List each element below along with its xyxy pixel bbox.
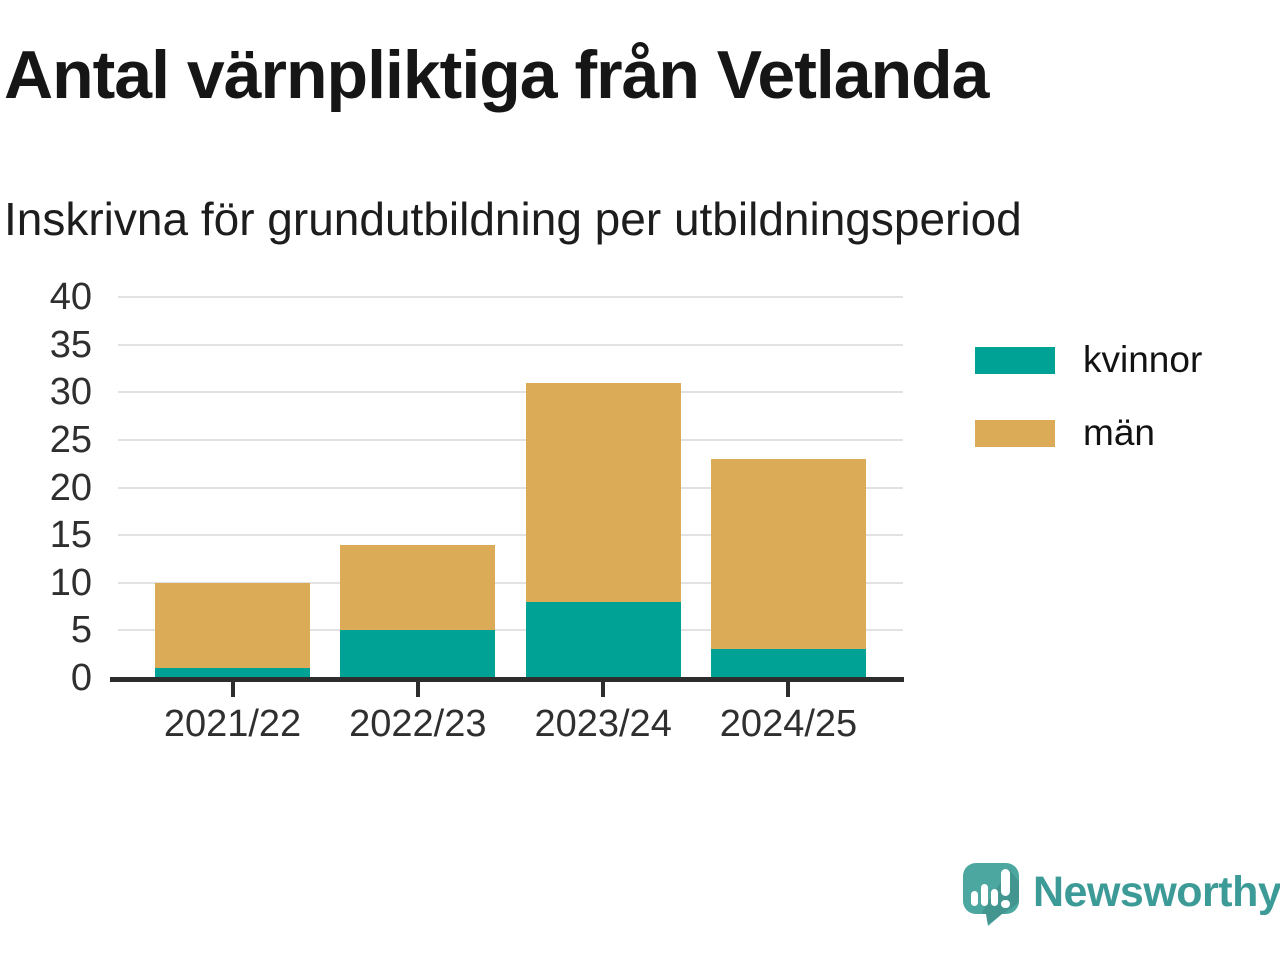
bar-segment-kvinnor-2024/25 xyxy=(710,649,866,678)
bar-segment-män-2024/25 xyxy=(710,458,866,650)
gridline-20 xyxy=(118,486,903,489)
plot-area xyxy=(118,296,903,678)
y-axis-labels: 0 5 10 15 20 25 30 35 40 xyxy=(0,276,92,699)
gridline-35 xyxy=(118,343,903,346)
y-tick-label: 20 xyxy=(49,466,92,509)
bar-segment-män-2023/24 xyxy=(525,382,681,602)
bubble-shadow xyxy=(982,869,1019,924)
gridline-5 xyxy=(118,629,903,632)
chart-subtitle: Inskrivna för grundutbildning per utbild… xyxy=(4,193,1022,245)
y-tick-label: 25 xyxy=(49,418,92,461)
mini-bar-chart-glyph xyxy=(971,869,1010,908)
newsworthy-logo-icon xyxy=(963,863,1019,926)
newsworthy-wordmark: Newsworthy xyxy=(1033,868,1280,916)
y-tick-label: 10 xyxy=(49,561,92,604)
newsworthy-logo: Newsworthy xyxy=(962,862,1280,926)
y-tick-label: 40 xyxy=(49,276,92,318)
y-tick-label: 35 xyxy=(49,323,92,366)
y-tick-label: 5 xyxy=(70,609,92,652)
chart-title: Antal värnpliktiga från Vetlanda xyxy=(4,37,989,113)
bar-segment-kvinnor-2022/23 xyxy=(340,630,496,678)
legend-item-män: män xyxy=(975,412,1202,454)
bar-segment-kvinnor-2021/22 xyxy=(155,668,310,678)
bar-segment-män-2021/22 xyxy=(155,582,310,669)
gridline-25 xyxy=(118,438,903,441)
gridline-10 xyxy=(118,581,903,584)
x-tick-label: 2024/25 xyxy=(719,703,858,745)
x-tick-mark xyxy=(786,682,791,697)
y-tick-label: 0 xyxy=(70,657,92,699)
gridline-40 xyxy=(118,296,903,298)
x-tick-label: 2021/22 xyxy=(163,703,302,745)
x-axis-line xyxy=(110,677,904,682)
x-tick-mark xyxy=(230,682,235,697)
gridline-30 xyxy=(118,391,903,394)
legend-label-kvinnor: kvinnor xyxy=(1083,339,1203,380)
legend-label-män: män xyxy=(1083,412,1155,453)
gridline-15 xyxy=(118,534,903,537)
x-tick-mark xyxy=(415,682,420,697)
y-tick-label: 30 xyxy=(49,371,92,414)
x-tick-label: 2022/23 xyxy=(349,703,487,745)
y-tick-label: 15 xyxy=(49,514,92,557)
bar-segment-män-2022/23 xyxy=(340,544,496,631)
bar-segment-kvinnor-2023/24 xyxy=(525,601,681,678)
legend-item-kvinnor: kvinnor xyxy=(975,339,1202,381)
x-tick-mark xyxy=(601,682,606,697)
legend-swatch-män xyxy=(975,419,1055,447)
x-tick-label: 2023/24 xyxy=(534,703,672,745)
legend-swatch-kvinnor xyxy=(975,346,1055,374)
legend: kvinnor män xyxy=(975,339,1202,485)
